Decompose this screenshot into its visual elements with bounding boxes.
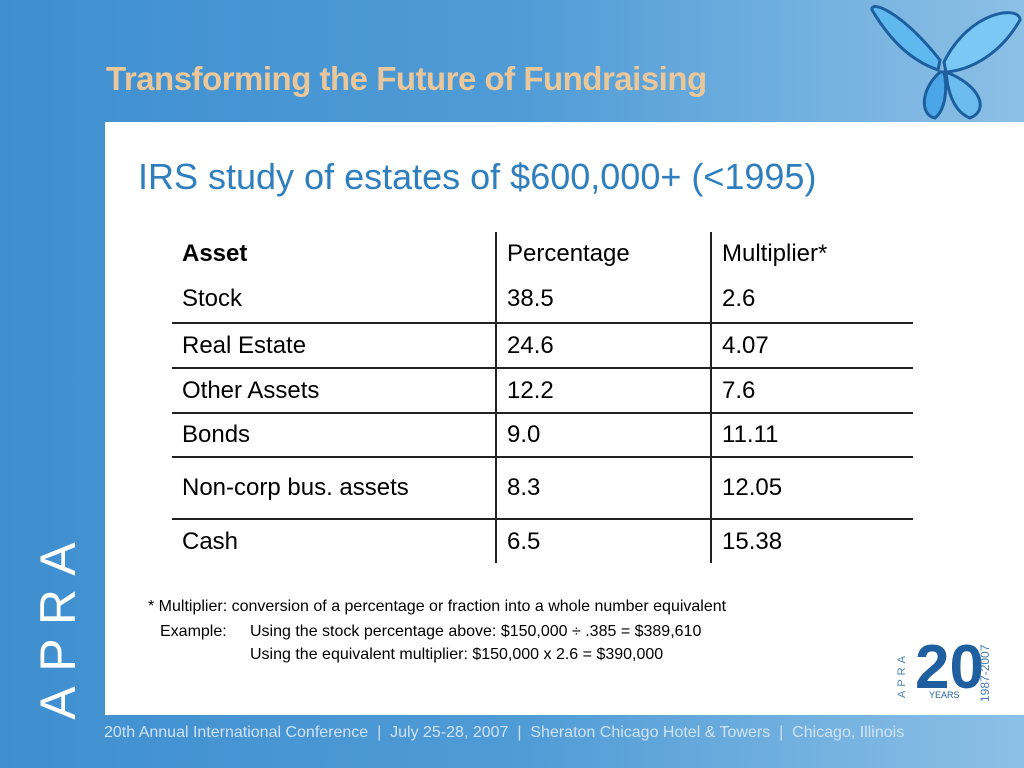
footnote-line: Using the stock percentage above: $150,0… [250, 623, 702, 640]
table-cell: 6.5 [495, 519, 711, 563]
table-cell: 9.0 [495, 413, 711, 458]
table-row: Bonds 9.0 11.11 [172, 413, 913, 458]
table-cell: Stock [172, 275, 496, 324]
table-cell: 2.6 [710, 275, 913, 324]
table-row: Cash 6.5 15.38 [172, 519, 913, 563]
sidebar-letter: A [30, 686, 86, 720]
table-cell: 24.6 [495, 323, 711, 369]
footnote-label: Example: [160, 623, 227, 640]
logo-number: 20 [915, 633, 984, 702]
header-cell: Percentage [495, 232, 711, 275]
table-cell: Real Estate [172, 323, 496, 369]
table-cell: 7.6 [710, 368, 913, 414]
table-row: Non-corp bus. assets 8.3 12.05 [172, 457, 913, 520]
butterfly [870, 5, 1022, 120]
header-cell: Asset [182, 239, 248, 267]
table-row: Other Assets 12.2 7.6 [172, 368, 913, 414]
footnote: * Multiplier: conversion of a percentage… [148, 598, 727, 615]
table-cell: 11.11 [710, 413, 913, 458]
logo: APRA 20 YEARS 1987-2007 [896, 633, 992, 702]
footnote-line: Using the equivalent multiplier: $150,00… [250, 646, 664, 663]
table-cell: 12.05 [710, 457, 913, 520]
banner-title: Transforming the Future of Fundraising [106, 60, 707, 97]
logo-years: YEARS [929, 690, 960, 700]
logo-span: 1987-2007 [978, 644, 992, 702]
table-cell: 38.5 [495, 275, 711, 324]
table-cell: Non-corp bus. assets [172, 457, 496, 520]
slide-title: IRS study of estates of $600,000+ (<1995… [138, 156, 817, 197]
estate-table: Asset Percentage Multiplier* Stock 38.5 2.… [172, 232, 913, 563]
table-cell: 8.3 [495, 457, 711, 520]
logo-letters: APRA [896, 652, 908, 698]
header-row: Asset Percentage Multiplier* [172, 232, 913, 275]
table-cell: 12.2 [495, 368, 711, 414]
table-cell: 15.38 [710, 519, 913, 563]
table-cell: Cash [182, 527, 239, 555]
table-cell: 4.07 [710, 323, 913, 369]
table-cell: Bonds [172, 413, 496, 458]
table-cell: Other Assets [172, 368, 496, 414]
footer: 20th Annual International Conference | J… [104, 724, 905, 741]
header-cell: Multiplier* [710, 232, 913, 275]
table-row: Real Estate 24.6 4.07 [172, 323, 913, 369]
table-row: Stock 38.5 2.6 [172, 275, 913, 324]
